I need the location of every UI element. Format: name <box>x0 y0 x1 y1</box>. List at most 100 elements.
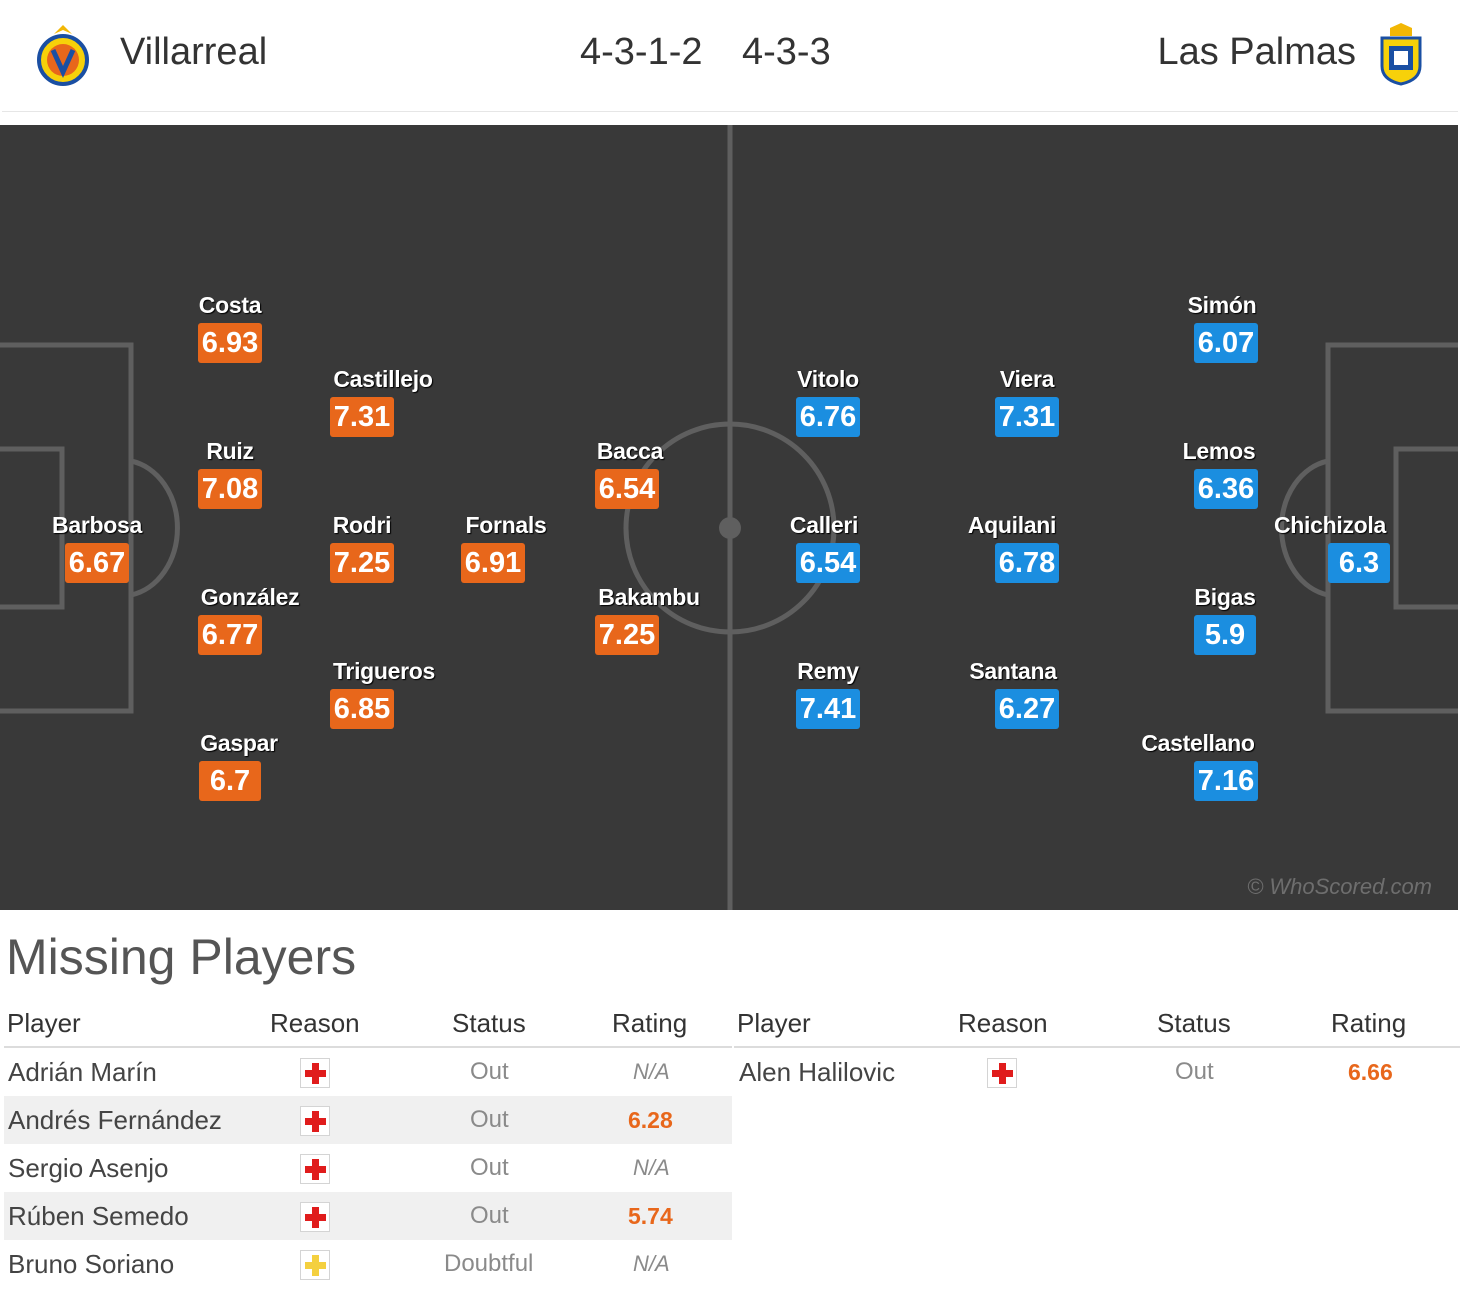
pitch-markings <box>0 125 1458 910</box>
away-player-remy[interactable]: Remy 7.41 <box>748 657 908 729</box>
player-rating: 6.7 <box>199 761 261 801</box>
home-player-costa[interactable]: Costa 6.93 <box>150 291 310 363</box>
rating: N/A <box>633 1155 670 1180</box>
away-player-chichizola[interactable]: Chichizola 6.3 <box>1250 511 1410 583</box>
away-team-name[interactable]: Las Palmas <box>1157 31 1356 73</box>
player-name: Chichizola <box>1273 512 1386 538</box>
home-player-gaspar[interactable]: Gaspar 6.7 <box>159 729 319 801</box>
player-rating: 7.25 <box>329 543 395 583</box>
player-name: Ruiz <box>206 438 254 464</box>
player-rating: 6.78 <box>994 543 1060 583</box>
away-player-bigas[interactable]: Bigas 5.9 <box>1145 583 1305 655</box>
player-name[interactable]: Rúben Semedo <box>8 1201 189 1231</box>
player-rating: 6.76 <box>795 397 861 437</box>
away-player-calleri[interactable]: Calleri 6.54 <box>744 511 904 583</box>
home-player-barbosa[interactable]: Barbosa 6.67 <box>17 511 177 583</box>
player-name: Gaspar <box>200 730 278 756</box>
column-rating[interactable]: Rating <box>612 1008 688 1038</box>
villarreal-crest-icon[interactable] <box>36 22 90 86</box>
column-reason[interactable]: Reason <box>270 1008 360 1038</box>
away-player-lemos[interactable]: Lemos 6.36 <box>1139 437 1299 509</box>
player-name: Bigas <box>1194 584 1256 610</box>
away-player-aquilani[interactable]: Aquilani 6.78 <box>932 511 1092 583</box>
away-player-viera[interactable]: Viera 7.31 <box>947 365 1107 437</box>
doubtful-icon[interactable] <box>300 1250 330 1280</box>
player-name[interactable]: Sergio Asenjo <box>8 1153 169 1183</box>
status: Out <box>470 1202 509 1229</box>
injury-icon[interactable] <box>987 1058 1017 1088</box>
column-status[interactable]: Status <box>1157 1008 1231 1038</box>
player-name: Castellano <box>1141 730 1255 756</box>
player-name: Rodri <box>332 512 392 538</box>
status: Out <box>470 1058 509 1085</box>
player-rating: 7.25 <box>594 615 660 655</box>
home-player-gonzalez[interactable]: González 6.77 <box>170 583 330 655</box>
player-rating: 6.77 <box>197 615 263 655</box>
status: Out <box>470 1106 509 1133</box>
rating: 5.74 <box>628 1203 673 1229</box>
player-rating: 7.31 <box>994 397 1060 437</box>
rating: 6.66 <box>1348 1059 1393 1085</box>
injury-icon[interactable] <box>300 1154 330 1184</box>
column-player[interactable]: Player <box>7 1008 81 1038</box>
column-reason[interactable]: Reason <box>958 1008 1048 1038</box>
table-row: Andrés Fernández Out 6.28 <box>4 1096 732 1144</box>
rating: N/A <box>633 1251 670 1276</box>
status: Out <box>470 1154 509 1181</box>
player-name: Remy <box>797 658 859 684</box>
player-rating: 6.36 <box>1193 469 1259 509</box>
home-player-bacca[interactable]: Bacca 6.54 <box>550 437 710 509</box>
table-header: Player Reason Status Rating <box>4 1000 732 1048</box>
away-player-castellano[interactable]: Castellano 7.16 <box>1118 729 1278 801</box>
player-name: Fornals <box>465 512 547 538</box>
player-name[interactable]: Bruno Soriano <box>8 1249 175 1279</box>
away-formation: 4-3-3 <box>742 31 831 73</box>
home-player-rodri[interactable]: Rodri 7.25 <box>282 511 442 583</box>
player-name[interactable]: Adrián Marín <box>8 1057 157 1087</box>
player-name: Simón <box>1187 292 1257 318</box>
player-name: Castillejo <box>333 366 433 392</box>
home-missing-table: Player Reason Status Rating Adrián Marín… <box>4 1000 732 1288</box>
home-player-trigueros[interactable]: Trigueros 6.85 <box>304 657 464 729</box>
status: Doubtful <box>444 1250 534 1277</box>
injury-icon[interactable] <box>300 1202 330 1232</box>
player-rating: 6.3 <box>1328 543 1390 583</box>
player-name: González <box>200 584 300 610</box>
player-rating: 6.91 <box>460 543 526 583</box>
home-team-name[interactable]: Villarreal <box>120 31 268 73</box>
table-row: Sergio Asenjo Out N/A <box>4 1144 732 1192</box>
column-rating[interactable]: Rating <box>1331 1008 1407 1038</box>
home-player-castillejo[interactable]: Castillejo 7.31 <box>303 365 463 437</box>
injury-icon[interactable] <box>300 1058 330 1088</box>
player-name: Bacca <box>596 438 664 464</box>
column-player[interactable]: Player <box>737 1008 811 1038</box>
home-player-bakambu[interactable]: Bakambu 7.25 <box>569 583 729 655</box>
player-name: Lemos <box>1182 438 1256 464</box>
away-player-vitolo[interactable]: Vitolo 6.76 <box>748 365 908 437</box>
player-rating: 6.67 <box>64 543 130 583</box>
away-player-santana[interactable]: Santana 6.27 <box>933 657 1093 729</box>
table-row: Adrián Marín Out N/A <box>4 1048 732 1096</box>
home-player-fornals[interactable]: Fornals 6.91 <box>426 511 586 583</box>
player-name: Calleri <box>789 512 859 538</box>
player-rating: 6.54 <box>795 543 861 583</box>
table-row: Alen Halilovic Out 6.66 <box>734 1048 1460 1096</box>
column-status[interactable]: Status <box>452 1008 526 1038</box>
player-name[interactable]: Andrés Fernández <box>8 1105 222 1135</box>
player-name: Viera <box>999 366 1055 392</box>
away-player-simon[interactable]: Simón 6.07 <box>1142 291 1302 363</box>
table-row: Rúben Semedo Out 5.74 <box>4 1192 732 1240</box>
player-rating: 6.27 <box>994 689 1060 729</box>
rating: N/A <box>633 1059 670 1084</box>
home-player-ruiz[interactable]: Ruiz 7.08 <box>150 437 310 509</box>
watermark: © WhoScored.com <box>1247 874 1432 899</box>
home-formation: 4-3-1-2 <box>580 31 703 73</box>
player-rating: 6.54 <box>594 469 660 509</box>
player-rating: 5.9 <box>1194 615 1256 655</box>
injury-icon[interactable] <box>300 1106 330 1136</box>
las-palmas-crest-icon[interactable] <box>1374 22 1428 86</box>
player-name[interactable]: Alen Halilovic <box>739 1057 896 1087</box>
table-row: Bruno Soriano Doubtful N/A <box>4 1240 732 1288</box>
away-missing-table: Player Reason Status Rating Alen Halilov… <box>734 1000 1460 1096</box>
player-rating: 7.31 <box>329 397 395 437</box>
